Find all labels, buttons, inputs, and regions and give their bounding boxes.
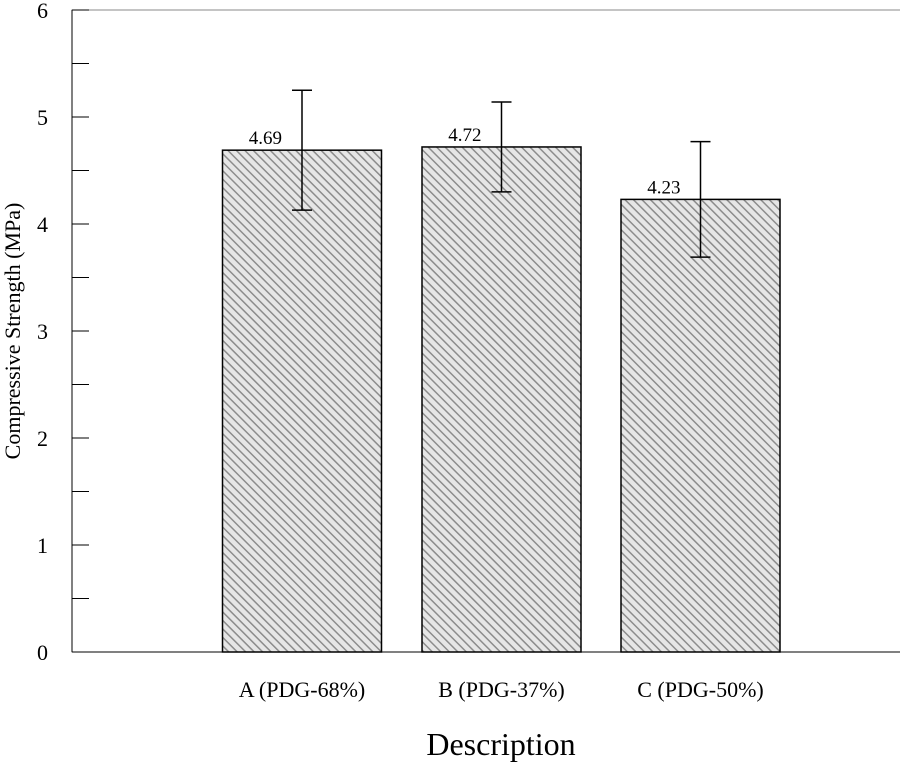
bar [221,149,383,653]
y-tick-label: 3 [37,319,48,344]
x-category-label: B (PDG-37%) [438,677,565,702]
y-tick-label: 2 [37,426,48,451]
error-bars-group [292,89,711,258]
bar-value-label: 4.23 [647,177,680,198]
bar-value-label: 4.72 [448,125,481,146]
bar [620,198,781,653]
y-axis-title: Compressive Strength (MPa) [0,203,25,460]
bars-group [221,146,781,653]
x-category-labels: A (PDG-68%) B (PDG-37%) C (PDG-50%) [239,677,764,702]
y-tick-label: 5 [37,105,48,130]
y-tick-label: 1 [37,533,48,558]
x-category-label: A (PDG-68%) [239,677,366,702]
x-axis-title: Description [426,726,575,762]
data-labels-group: 4.69 4.72 4.23 [249,125,681,198]
bar [421,146,582,653]
y-tick-label: 4 [37,212,48,237]
y-axis: 0 1 2 3 4 5 6 [37,0,89,665]
bar-value-label: 4.69 [249,128,282,149]
y-tick-label: 6 [37,0,48,23]
x-category-label: C (PDG-50%) [637,677,764,702]
y-tick-label: 0 [37,640,48,665]
